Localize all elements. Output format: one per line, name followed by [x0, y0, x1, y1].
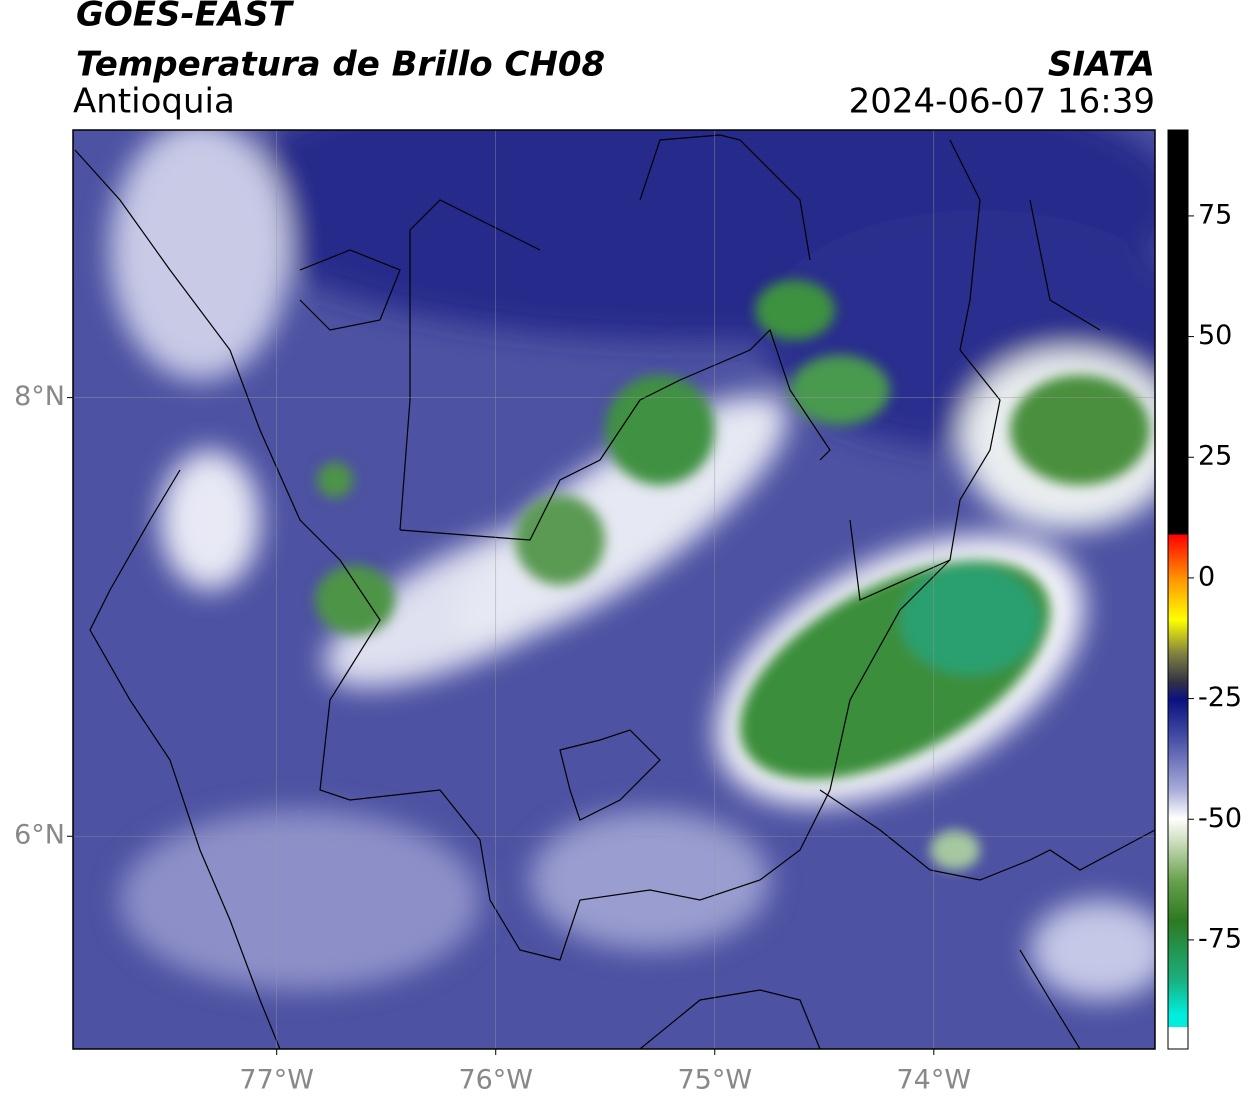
- x-tick-label: 74°W: [897, 1065, 972, 1096]
- satellite: GOES-EAST: [76, 0, 295, 35]
- x-tick-label: 75°W: [677, 1065, 752, 1096]
- colorbar-tick-label: -25: [1198, 682, 1242, 713]
- colorbar-tick-label: -75: [1198, 923, 1242, 954]
- colorbar-tick-label: 0: [1198, 561, 1215, 592]
- agency: SIATA: [1048, 45, 1155, 85]
- satellite-image: [73, 130, 1155, 1049]
- region: Antioquia: [73, 82, 235, 122]
- datetime: 2024-06-07 16:39: [849, 82, 1155, 122]
- y-tick-label: 6°N: [14, 820, 65, 851]
- colorbar: [1167, 129, 1189, 1050]
- colorbar-tick-label: 50: [1198, 320, 1232, 351]
- x-tick-label: 76°W: [458, 1065, 533, 1096]
- product: Temperatura de Brillo CH08: [76, 45, 605, 85]
- colorbar-tick-label: 25: [1198, 441, 1232, 472]
- grid: [73, 130, 1155, 1049]
- y-tick-label: 8°N: [14, 381, 65, 412]
- colorbar-tick-label: 75: [1198, 199, 1232, 230]
- colorbar-tick-label: -50: [1198, 803, 1242, 834]
- map-frame: [72, 129, 1156, 1050]
- x-tick-label: 77°W: [239, 1065, 314, 1096]
